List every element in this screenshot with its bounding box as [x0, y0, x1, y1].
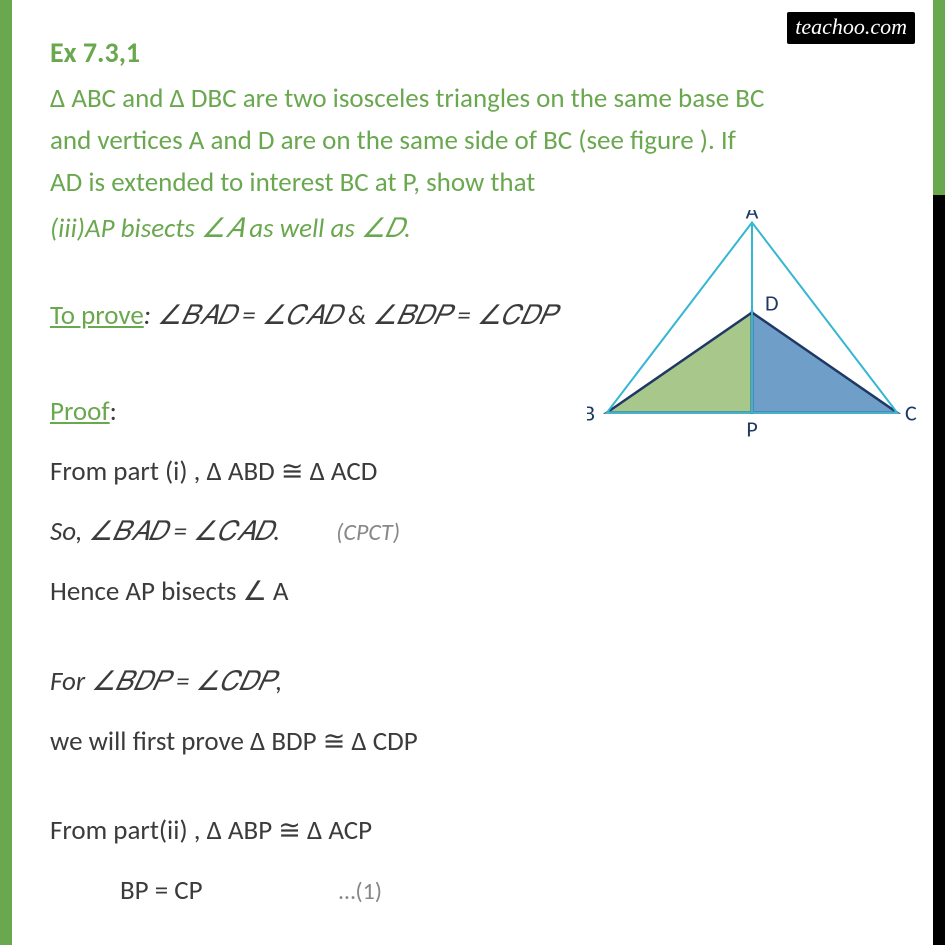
problem-line-2: and vertices A and D are on the same sid…	[50, 124, 736, 157]
problem-line-1: Δ ABC and Δ DBC are two isosceles triang…	[50, 82, 764, 115]
problem-statement: Δ ABC and Δ DBC are two isosceles triang…	[50, 78, 895, 204]
right-accent-border-bottom	[933, 195, 945, 945]
proof-line-2a: So, ∠𝐵𝐴𝐷 = ∠𝐶𝐴𝐷.	[50, 515, 280, 548]
triangle-cdp	[752, 313, 897, 413]
proof-line-6: From part(ii) , Δ ABP ≅ Δ ACP	[50, 810, 910, 852]
equation-number-1: …(1)	[339, 877, 382, 906]
proof-line-1: From part (i) , Δ ABD ≅ Δ ACD	[50, 451, 910, 493]
proof-line-7a: BP = CP	[120, 874, 203, 907]
proof-label: Proof	[50, 395, 110, 428]
triangle-figure: A D B C P	[587, 210, 917, 455]
proof-colon: :	[110, 395, 117, 428]
proof-line-3: Hence AP bisects ∠ A	[50, 571, 910, 613]
document-content: Ex 7.3,1 Δ ABC and Δ DBC are two isoscel…	[50, 35, 910, 912]
triangle-bdp	[607, 313, 752, 413]
proof-line-7: BP = CP …(1)	[50, 870, 910, 912]
label-d: D	[765, 290, 779, 317]
proof-line-2: So, ∠𝐵𝐴𝐷 = ∠𝐶𝐴𝐷. (CPCT)	[50, 511, 910, 553]
cpct-note: (CPCT)	[336, 518, 400, 547]
label-b: B	[587, 400, 595, 427]
proof-line-5: we will first prove Δ BDP ≅ Δ CDP	[50, 721, 910, 763]
problem-line-3: AD is extended to interest BC at P, show…	[50, 166, 535, 199]
label-p: P	[746, 416, 757, 443]
label-c: C	[905, 400, 917, 427]
to-prove-body: : ∠𝐵𝐴𝐷 = ∠𝐶𝐴𝐷 & ∠𝐵𝐷𝑃 = ∠𝐶𝐷𝑃	[144, 299, 557, 332]
left-accent-border	[0, 0, 12, 945]
right-accent-border-top	[933, 0, 945, 195]
to-prove-label: To prove	[50, 299, 144, 332]
label-a: A	[746, 210, 759, 225]
exercise-heading: Ex 7.3,1	[50, 35, 910, 70]
proof-line-4: For ∠𝐵𝐷𝑃 = ∠𝐶𝐷𝑃,	[50, 661, 910, 703]
